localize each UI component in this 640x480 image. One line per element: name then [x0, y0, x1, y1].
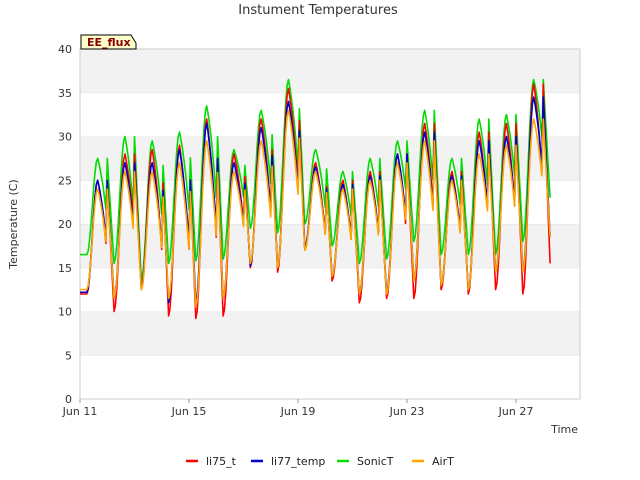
y-tick-label: 15	[58, 262, 72, 275]
y-tick-labels: 0 5 10 15 20 25 30 35 40	[58, 43, 72, 406]
y-tick-label: 5	[65, 349, 72, 362]
series-lines	[80, 78, 551, 320]
legend-label: li75_t	[206, 455, 237, 468]
legend-label: SonicT	[357, 455, 394, 468]
y-tick-label: 30	[58, 131, 72, 144]
y-tick-label: 40	[58, 43, 72, 56]
x-axis-title: Time	[550, 423, 578, 436]
y-tick-label: 20	[58, 218, 72, 231]
series-line-sonict	[80, 78, 551, 282]
x-tick-label: Jun 19	[280, 405, 316, 418]
y-axis-title: Temperature (C)	[7, 179, 20, 269]
series-line-airt	[80, 109, 551, 308]
legend: li75_t li77_temp SonicT AirT	[186, 455, 454, 468]
y-tick-label: 25	[58, 174, 72, 187]
plot-area-frame	[79, 48, 581, 400]
x-tick-labels: Jun 11 Jun 15 Jun 19 Jun 23 Jun 27	[62, 399, 534, 418]
x-tick-label: Jun 11	[62, 405, 98, 418]
badge-label: EE_flux	[87, 36, 131, 49]
x-tick-label: Jun 23	[389, 405, 425, 418]
badge-background	[80, 34, 137, 50]
grid-band	[80, 355, 580, 399]
grid-band	[80, 311, 580, 356]
legend-label: li77_temp	[271, 455, 325, 468]
chart-title: Instument Temperatures	[238, 3, 398, 18]
x-tick-label: Jun 27	[498, 405, 534, 418]
grid-band	[80, 49, 580, 93]
grid-band	[80, 267, 580, 312]
legend-label: AirT	[432, 455, 454, 468]
grid-band	[80, 92, 580, 137]
y-tick-label: 10	[58, 306, 72, 319]
y-tick-label: 35	[58, 87, 72, 100]
x-tick-label: Jun 15	[171, 405, 207, 418]
y-tick-label: 0	[65, 393, 72, 406]
ee-flux-badge: EE_flux	[80, 34, 137, 50]
